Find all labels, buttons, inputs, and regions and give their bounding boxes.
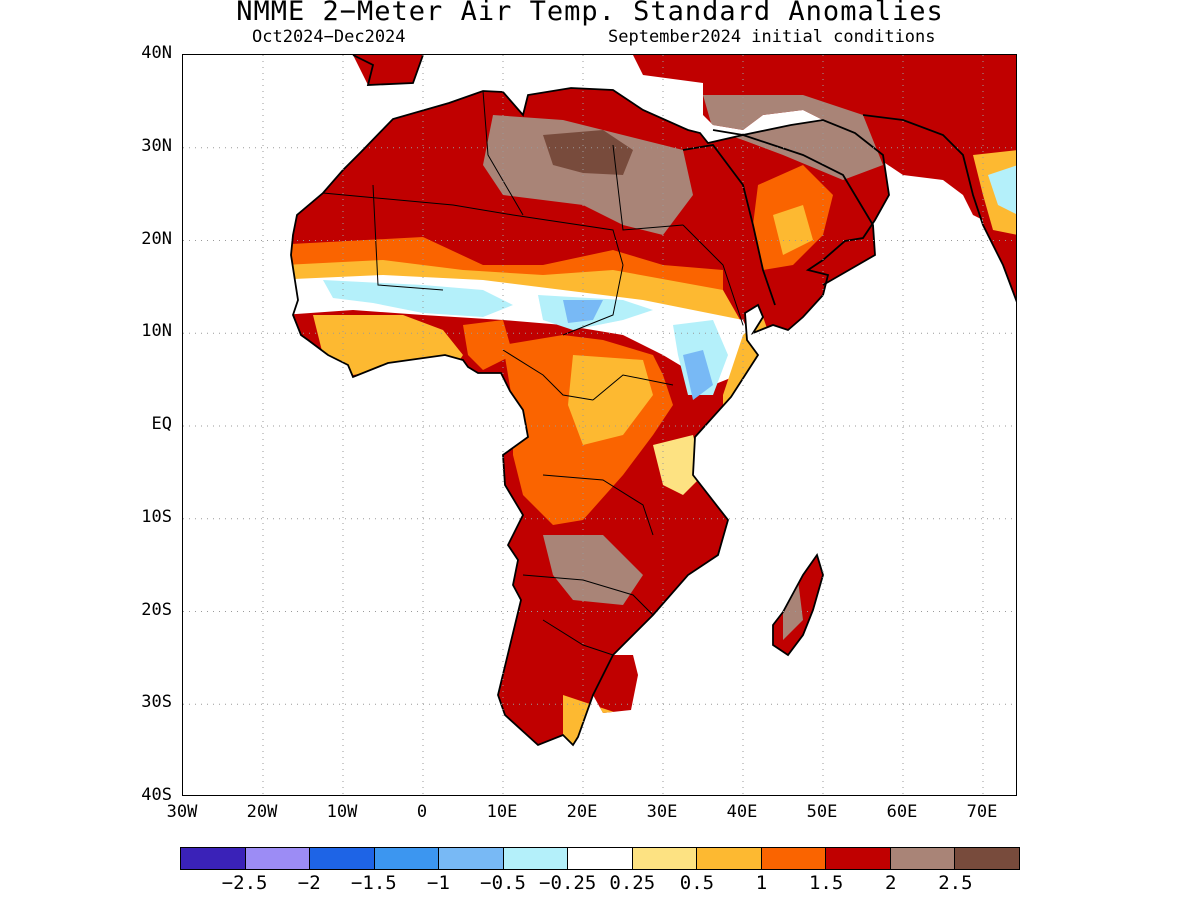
colorbar [180, 847, 1020, 870]
latitude-tick-label: 30S [141, 692, 172, 713]
colorbar-label: 1 [755, 872, 768, 894]
colorbar-label: −1 [427, 872, 450, 894]
longitude-tick-label: 10E [486, 802, 518, 822]
longitude-tick-label: 50E [806, 802, 838, 822]
map-title: NMME 2−Meter Air Temp. Standard Anomalie… [236, 0, 944, 27]
latitude-tick-label: 40N [141, 43, 172, 63]
graticule [183, 55, 1016, 795]
borders [322, 90, 744, 656]
longitude-tick-label: 30E [646, 802, 678, 822]
colorbar-label: −2.5 [221, 872, 268, 894]
forecast-period: Oct2024−Dec2024 [252, 27, 406, 47]
colorbar-label: −0.5 [480, 872, 526, 894]
colorbar-label: 0.5 [679, 872, 715, 894]
latitude-tick-label: EQ [151, 414, 172, 434]
colorbar-label: 2.5 [938, 872, 973, 894]
colorbar-swatch [761, 848, 827, 869]
longitude-tick-label: 0 [416, 802, 428, 822]
colorbar-swatch [890, 848, 956, 869]
colorbar-swatch [955, 848, 1019, 869]
longitude-tick-label: 40E [726, 802, 758, 822]
latitude-tick-label: 10S [141, 506, 172, 527]
colorbar-swatch [826, 848, 891, 869]
longitude-tick-label: 60E [886, 802, 918, 822]
colorbar-label: 2 [885, 872, 897, 894]
map-panel [182, 54, 1017, 796]
colorbar-swatch [439, 848, 504, 869]
colorbar-swatch [632, 848, 698, 869]
colorbar-swatch [568, 848, 633, 869]
latitude-tick-label: 40S [141, 785, 172, 805]
longitude-tick-label: 10W [326, 802, 358, 822]
colorbar-swatch [697, 848, 762, 869]
initial-conditions: September2024 initial conditions [608, 27, 936, 47]
colorbar-label: −1.5 [350, 872, 397, 894]
latitude-tick-label: 20N [141, 228, 172, 249]
colorbar-label: 0.25 [609, 872, 656, 894]
colorbar-swatch [310, 848, 375, 869]
latitude-tick-label: 20S [141, 599, 172, 620]
colorbar-label: 1.5 [808, 872, 844, 894]
colorbar-swatch [245, 848, 311, 869]
longitude-tick-label: 70E [966, 802, 998, 822]
colorbar-swatch [503, 848, 569, 869]
latitude-tick-label: 30N [141, 135, 172, 156]
colorbar-label: −2 [297, 872, 321, 894]
longitude-tick-label: 30W [166, 802, 198, 822]
coastlines [290, 55, 1016, 747]
colorbar-swatch [374, 848, 440, 869]
latitude-tick-label: 10N [141, 321, 172, 342]
colorbar-label: −0.25 [539, 872, 597, 894]
anomaly-map [183, 55, 1016, 795]
colorbar-swatch [181, 848, 246, 869]
longitude-tick-label: 20W [246, 802, 278, 822]
longitude-tick-label: 20E [566, 802, 598, 822]
